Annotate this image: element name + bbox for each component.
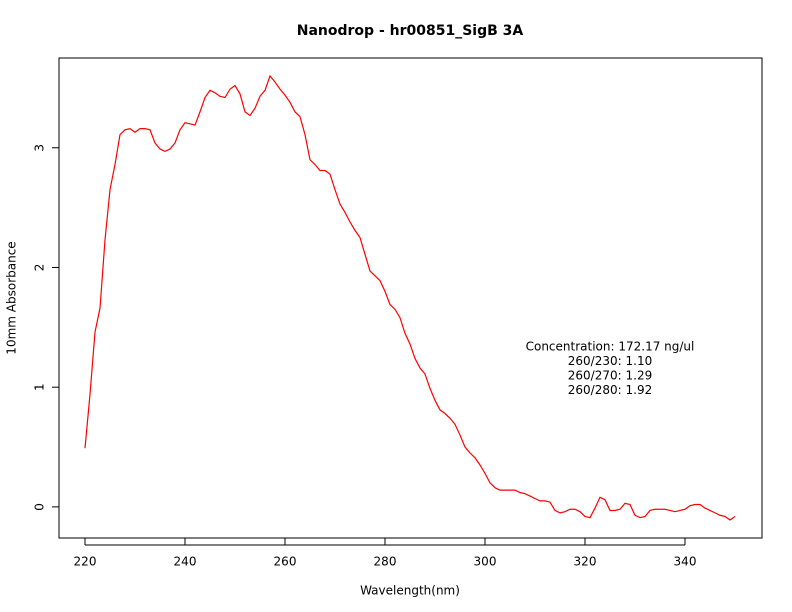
y-tick-label: 0 [33,503,47,511]
x-tick-label: 340 [674,555,697,569]
x-tick-label: 280 [374,555,397,569]
x-tick-label: 260 [274,555,297,569]
y-tick-label: 3 [33,144,47,152]
plot-box [58,57,763,539]
x-tick-label: 240 [174,555,197,569]
x-axis-label: Wavelength(nm) [360,584,460,598]
chart-title: Nanodrop - hr00851_SigB 3A [297,23,524,39]
x-tick-label: 220 [74,555,97,569]
y-tick-label: 2 [33,264,47,272]
annotation: 260/270: 1.29 [568,369,652,383]
annotation: 260/280: 1.92 [568,383,652,397]
y-tick-label: 1 [33,383,47,391]
x-tick-label: 300 [474,555,497,569]
data-line [84,74,736,521]
annotation: 260/230: 1.10 [568,354,652,368]
y-axis-label: 10mm Absorbance [5,241,19,354]
x-tick-label: 320 [574,555,597,569]
annotation: Concentration: 172.17 ng/ul [526,340,695,354]
